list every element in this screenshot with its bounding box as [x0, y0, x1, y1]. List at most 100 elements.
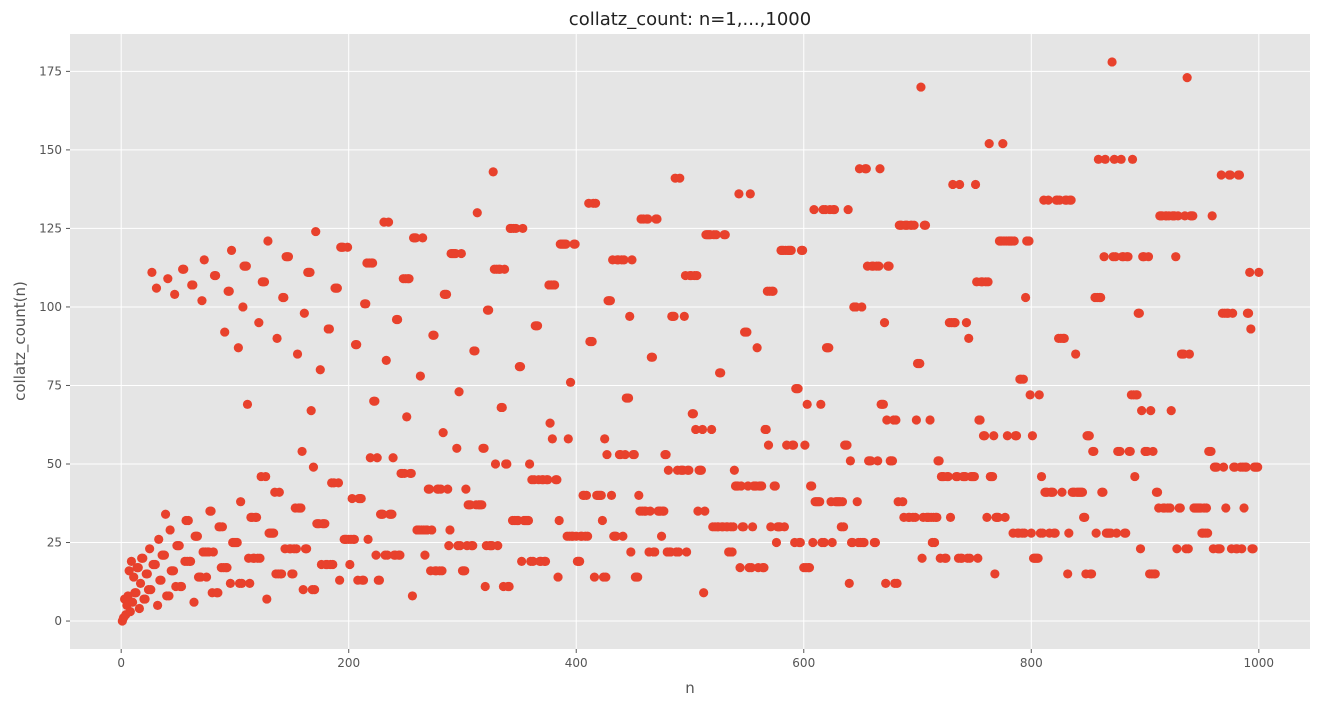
data-point [1099, 252, 1109, 262]
data-point [970, 179, 981, 190]
data-point [1203, 528, 1213, 538]
data-point [206, 506, 216, 516]
data-point [454, 387, 464, 397]
data-point [1152, 487, 1163, 497]
data-point [1184, 349, 1195, 359]
data-point [263, 236, 273, 246]
data-point [1093, 154, 1103, 164]
data-point [998, 139, 1008, 149]
data-point [1036, 471, 1047, 482]
data-point [975, 415, 985, 425]
data-point [643, 214, 653, 224]
data-point [1107, 57, 1117, 67]
data-point [674, 547, 684, 557]
data-point [154, 534, 164, 544]
data-point [1066, 195, 1076, 205]
data-point [1182, 73, 1192, 83]
data-point [884, 261, 894, 271]
data-point [1071, 349, 1081, 359]
data-point [145, 544, 155, 554]
data-point [601, 572, 611, 582]
data-point [688, 409, 699, 419]
data-point [633, 572, 643, 582]
data-point [969, 471, 980, 482]
data-point [241, 261, 251, 271]
data-point [254, 318, 264, 328]
data-point [881, 578, 891, 588]
data-point [691, 424, 701, 435]
data-point [815, 497, 825, 507]
data-point [746, 563, 757, 573]
data-point [1098, 487, 1108, 497]
data-point [590, 198, 601, 208]
data-point [575, 556, 585, 566]
data-point [335, 575, 345, 585]
data-point [816, 399, 826, 409]
data-point [1241, 462, 1251, 472]
data-point [220, 327, 230, 337]
data-point [675, 173, 685, 183]
data-point [308, 462, 319, 472]
data-point [545, 418, 555, 428]
data-point [185, 556, 196, 566]
data-point [1166, 406, 1176, 416]
data-point [490, 459, 501, 469]
data-point [179, 264, 189, 274]
data-point [634, 490, 644, 501]
y-tick-label: 150 [39, 143, 62, 157]
data-point [824, 343, 834, 353]
data-point [499, 264, 510, 274]
data-point [269, 528, 279, 538]
data-point [600, 434, 610, 444]
data-point [226, 245, 237, 256]
data-point [659, 506, 669, 516]
data-point [661, 449, 671, 460]
data-point [843, 204, 853, 215]
data-point [415, 371, 425, 381]
data-point [561, 239, 571, 249]
data-point [138, 553, 148, 563]
data-point [1110, 252, 1121, 262]
data-point [550, 280, 560, 290]
data-point [656, 531, 667, 541]
data-point [875, 164, 885, 174]
chart-title: collatz_count: n=1,...,1000 [569, 9, 811, 30]
data-point [168, 566, 179, 576]
data-point [1123, 252, 1133, 262]
data-point [460, 566, 470, 576]
data-point [605, 296, 615, 306]
data-point [736, 481, 746, 491]
data-point [1135, 544, 1146, 554]
data-point [1248, 544, 1258, 554]
data-point [699, 588, 709, 598]
data-point [387, 509, 397, 519]
data-point [1254, 267, 1264, 277]
data-point [745, 189, 755, 199]
data-point [955, 179, 965, 190]
data-point [131, 588, 141, 598]
data-point [619, 255, 629, 265]
data-point [878, 399, 888, 409]
data-point [795, 537, 805, 548]
x-tick-label: 600 [792, 656, 815, 670]
data-point [407, 591, 418, 601]
data-point [324, 324, 334, 334]
data-point [1134, 308, 1144, 318]
data-point [1234, 170, 1245, 180]
data-point [629, 449, 639, 460]
data-point [1109, 154, 1119, 164]
data-point [932, 512, 942, 522]
data-point [552, 475, 562, 485]
data-point [134, 603, 144, 614]
data-point [1239, 503, 1249, 513]
data-point [183, 515, 193, 526]
data-point [1237, 544, 1247, 554]
data-point [874, 261, 884, 271]
data-point [770, 481, 780, 491]
data-point [208, 547, 218, 557]
data-point [747, 522, 758, 532]
data-point [1245, 267, 1255, 277]
data-point [283, 252, 294, 262]
data-point [274, 487, 284, 497]
y-tick-label: 50 [47, 457, 62, 471]
